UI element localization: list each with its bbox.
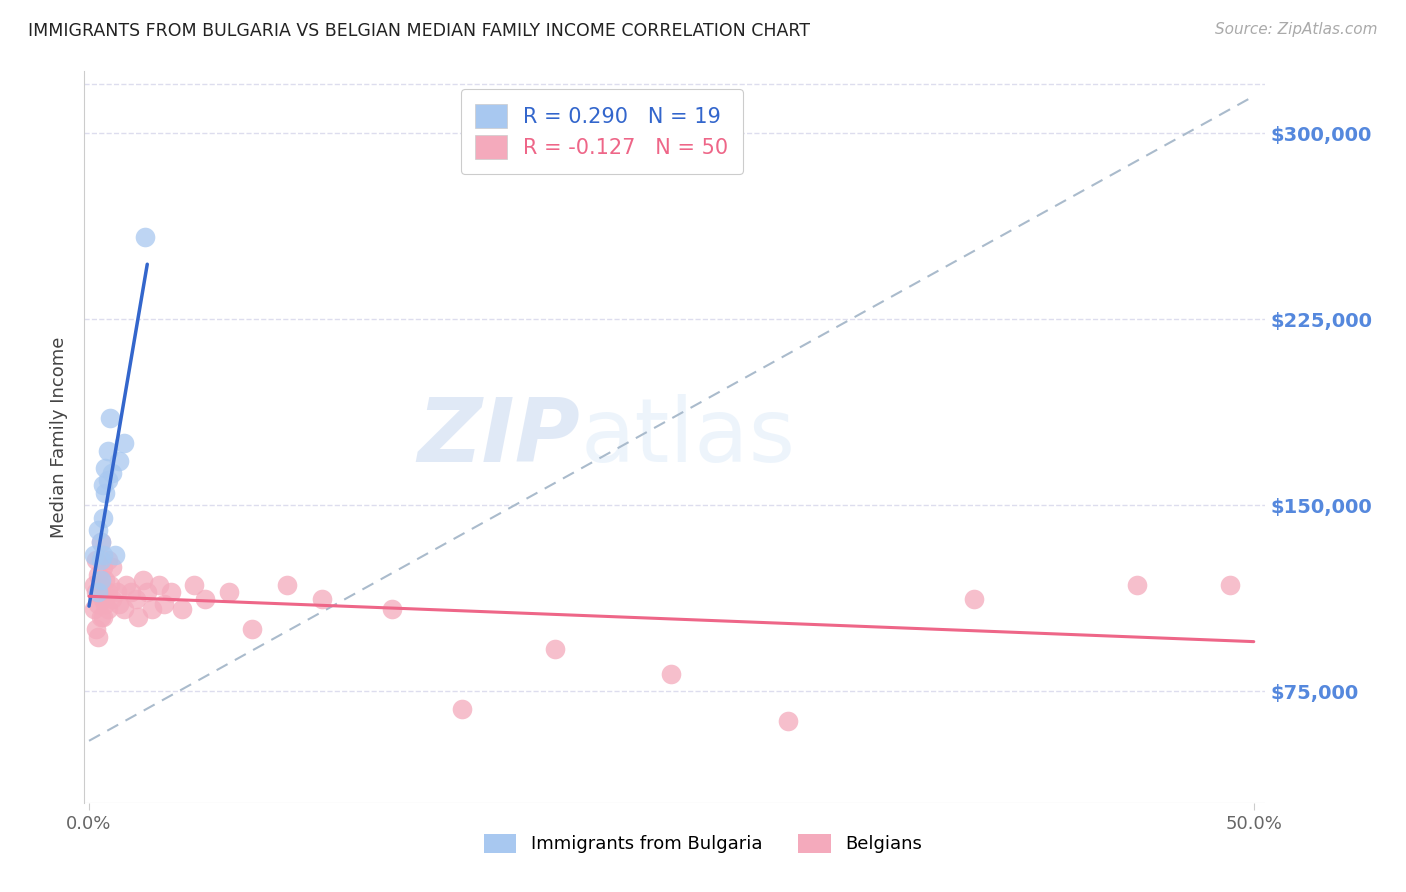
Point <box>91 510 114 524</box>
Point <box>108 453 131 467</box>
Point <box>83 548 105 562</box>
Text: IMMIGRANTS FROM BULGARIA VS BELGIAN MEDIAN FAMILY INCOME CORRELATION CHART: IMMIGRANTS FROM BULGARIA VS BELGIAN MEDI… <box>28 22 810 40</box>
Point <box>91 560 114 574</box>
Point <box>94 598 117 612</box>
Point <box>87 585 110 599</box>
Point <box>98 577 121 591</box>
Point <box>194 592 217 607</box>
Point <box>381 602 404 616</box>
Point <box>127 610 149 624</box>
Point <box>776 714 799 728</box>
Text: Source: ZipAtlas.com: Source: ZipAtlas.com <box>1215 22 1378 37</box>
Point <box>97 585 120 599</box>
Point <box>90 610 112 624</box>
Point <box>97 602 120 616</box>
Point <box>84 622 107 636</box>
Point <box>112 436 135 450</box>
Point <box>124 592 146 607</box>
Point <box>450 701 472 715</box>
Point <box>90 573 112 587</box>
Point <box>94 573 117 587</box>
Point <box>83 602 105 616</box>
Y-axis label: Median Family Income: Median Family Income <box>49 336 67 538</box>
Point <box>94 461 117 475</box>
Text: atlas: atlas <box>581 393 796 481</box>
Point <box>218 585 240 599</box>
Point <box>136 585 159 599</box>
Point <box>276 577 298 591</box>
Point <box>134 230 156 244</box>
Point <box>311 592 333 607</box>
Point <box>131 573 153 587</box>
Point <box>240 622 263 636</box>
Point <box>90 535 112 549</box>
Point <box>101 466 124 480</box>
Point <box>97 553 120 567</box>
Point <box>84 585 107 599</box>
Point <box>112 602 135 616</box>
Point <box>90 553 112 567</box>
Point <box>87 630 110 644</box>
Point <box>172 602 194 616</box>
Point <box>90 535 112 549</box>
Text: ZIP: ZIP <box>418 393 581 481</box>
Point <box>87 567 110 582</box>
Point <box>1219 577 1241 591</box>
Legend: Immigrants from Bulgaria, Belgians: Immigrants from Bulgaria, Belgians <box>477 827 929 861</box>
Point <box>87 598 110 612</box>
Point <box>963 592 986 607</box>
Point <box>148 577 170 591</box>
Point <box>91 610 114 624</box>
Point <box>183 577 205 591</box>
Point <box>101 560 124 574</box>
Point <box>105 585 128 599</box>
Point <box>98 411 121 425</box>
Point <box>101 592 124 607</box>
Point <box>1126 577 1149 591</box>
Point <box>91 548 114 562</box>
Point <box>83 577 105 591</box>
Point <box>120 585 142 599</box>
Point <box>661 666 683 681</box>
Point <box>544 642 567 657</box>
Point <box>91 478 114 492</box>
Legend: R = 0.290   N = 19, R = -0.127   N = 50: R = 0.290 N = 19, R = -0.127 N = 50 <box>461 89 744 174</box>
Point <box>91 592 114 607</box>
Point <box>97 443 120 458</box>
Point <box>108 598 131 612</box>
Point <box>152 598 174 612</box>
Point <box>115 577 138 591</box>
Point <box>104 548 127 562</box>
Point <box>97 474 120 488</box>
Point <box>90 577 112 591</box>
Point <box>141 602 163 616</box>
Point <box>84 553 107 567</box>
Point <box>87 523 110 537</box>
Point <box>94 486 117 500</box>
Point <box>159 585 181 599</box>
